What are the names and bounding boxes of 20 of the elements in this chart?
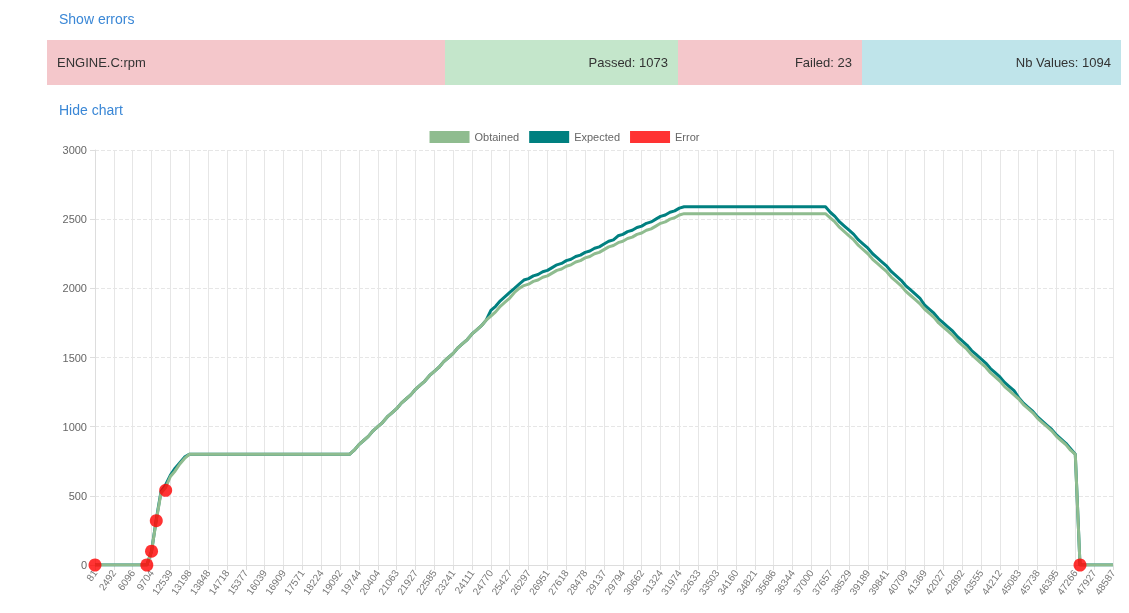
text: Nb Values: 1094 [862,40,1121,85]
y-tick-label: 3000 [62,144,87,156]
legend-label: Obtained [474,131,520,143]
y-tick-label: 1000 [62,420,87,433]
legend-label: Error [675,131,700,143]
y-tick-label: 1500 [62,351,87,364]
y-tick-label: 2500 [62,213,87,226]
point [159,483,173,497]
y-tick-label: 500 [68,489,87,502]
legend-label: Expected [574,131,621,143]
text: ENGINE.C:rpm [47,40,445,85]
text: Passed: 1073 [445,40,678,85]
point [88,558,102,572]
point [149,514,163,528]
point [145,544,159,558]
y-tick-label: 0 [80,559,87,571]
text: Show errors [58,10,135,29]
text: Failed: 23 [678,40,862,85]
text: Hide chart [58,101,123,120]
y-tick-label: 2000 [62,282,87,295]
